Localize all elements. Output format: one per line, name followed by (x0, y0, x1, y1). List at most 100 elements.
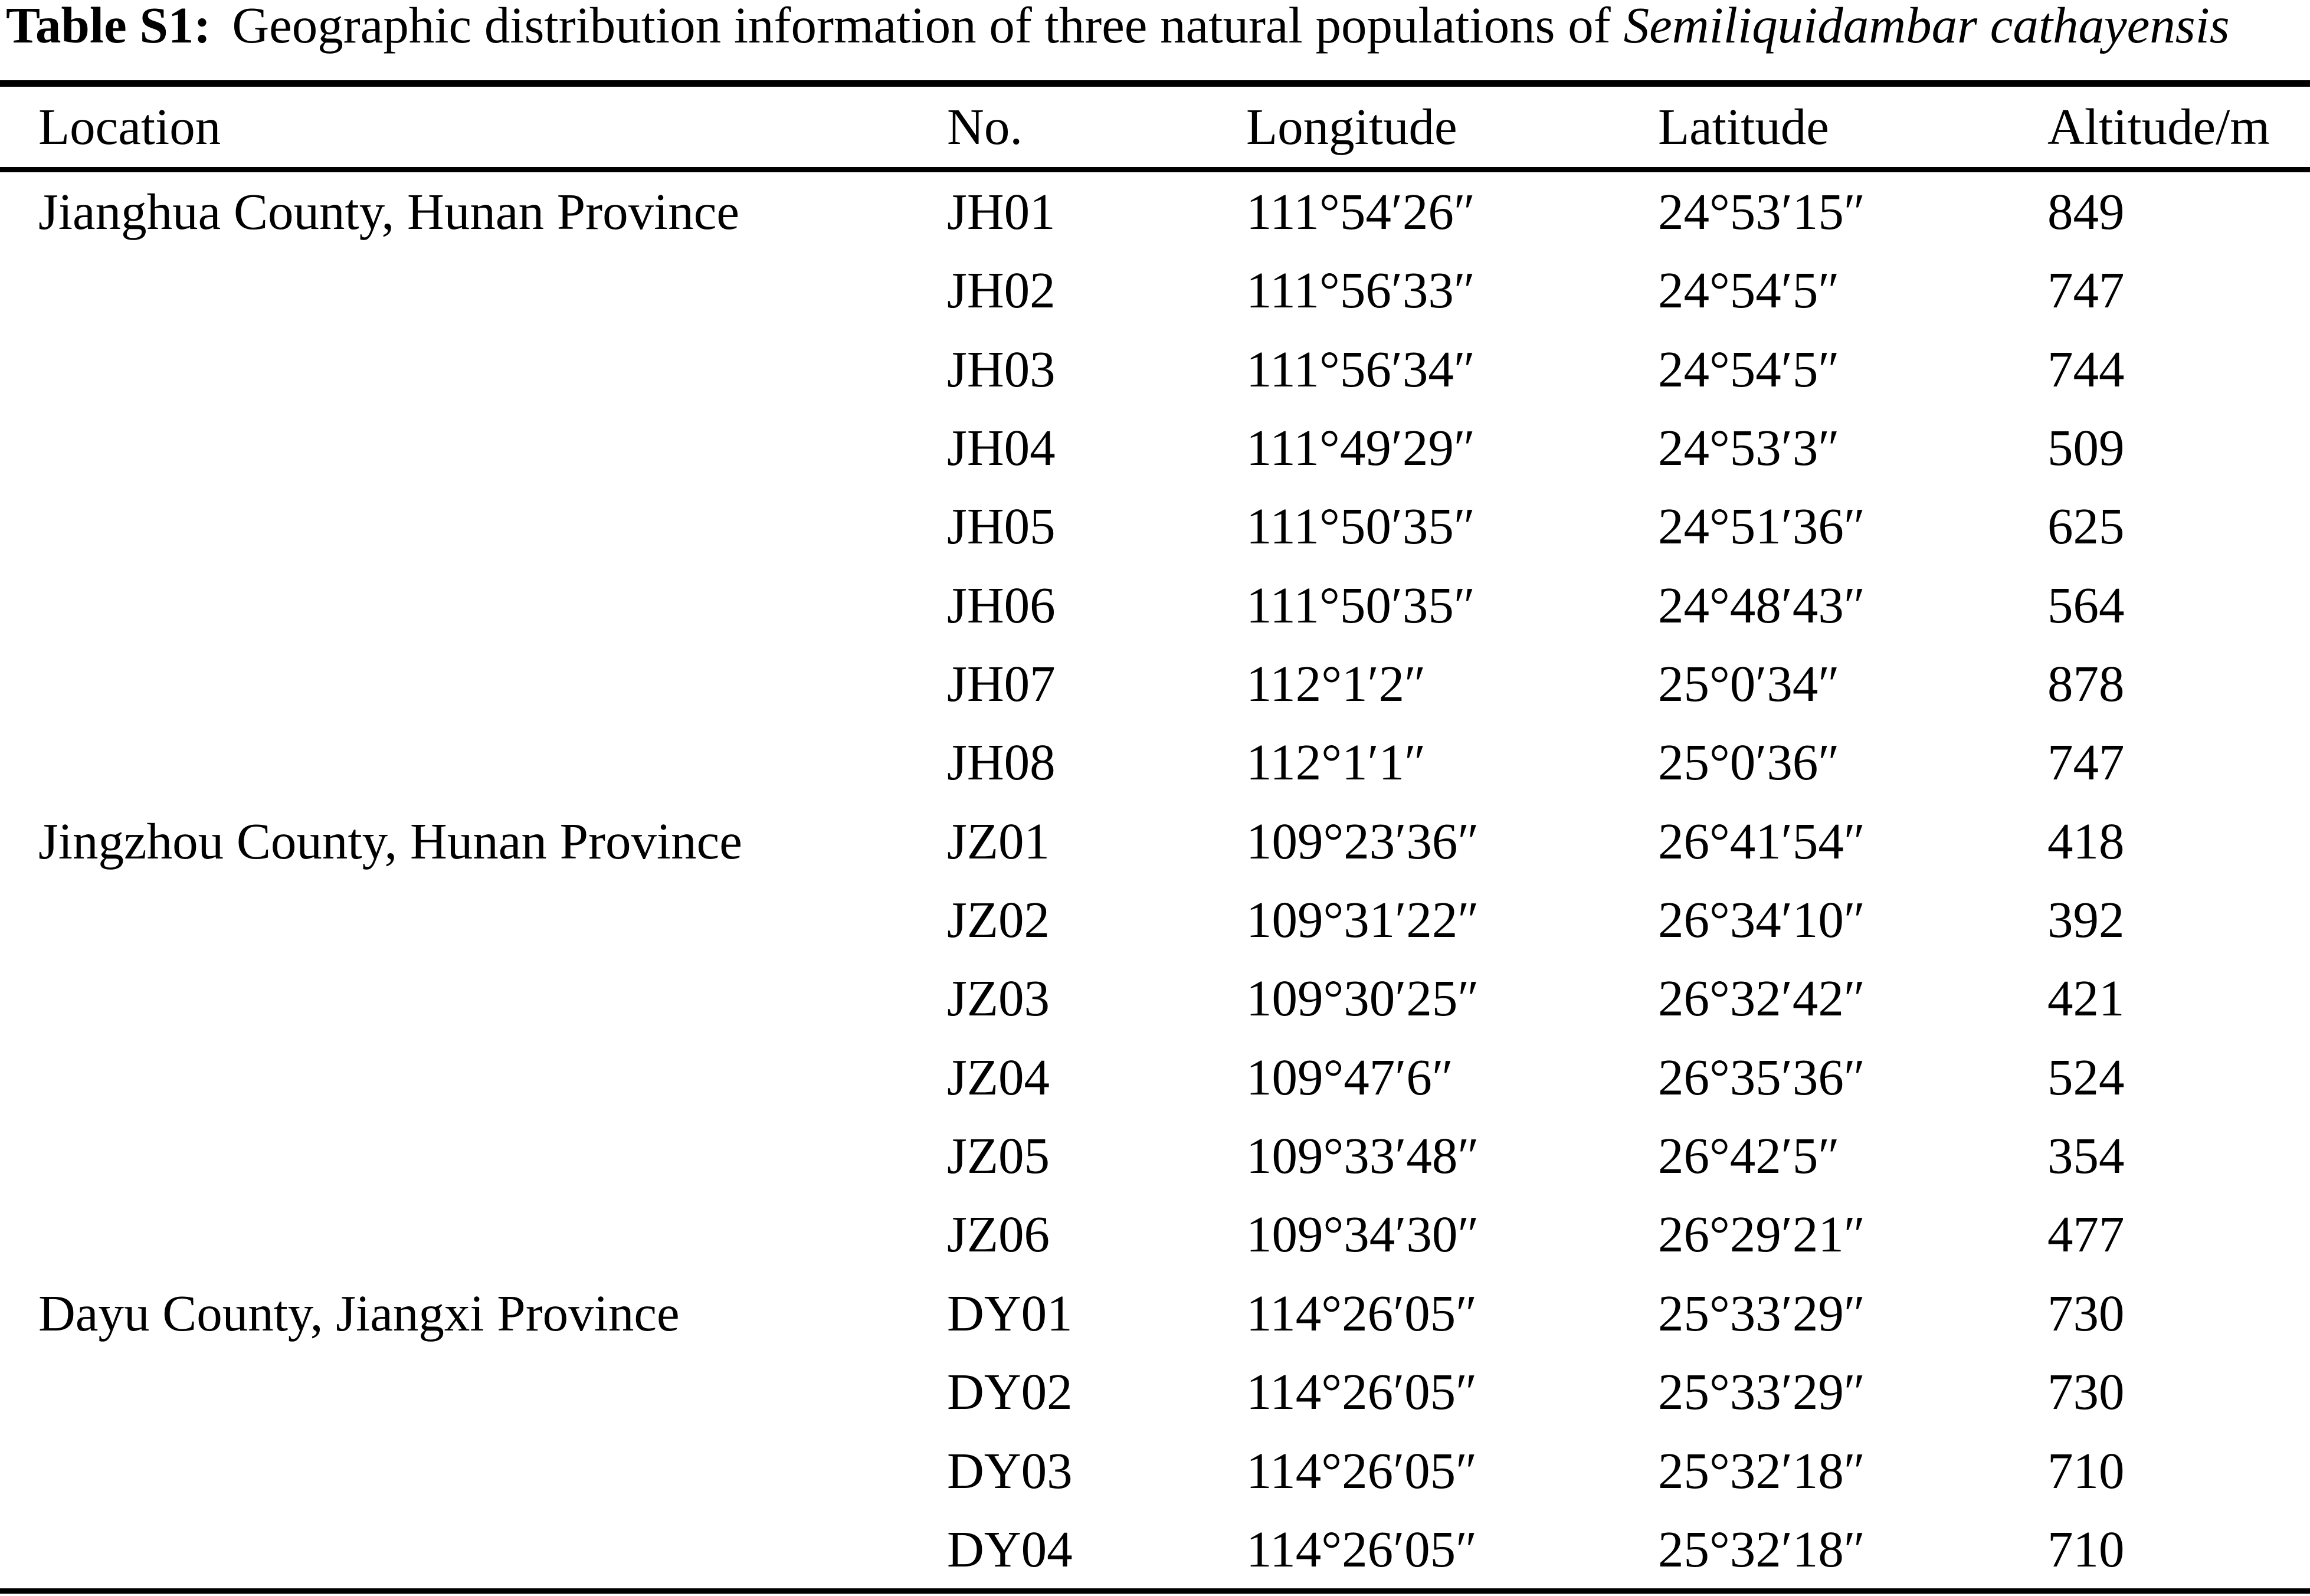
cell-location (0, 408, 947, 487)
table-caption: Table S1: Geographic distribution informa… (6, 0, 2230, 54)
cell-altitude: 747 (2047, 261, 2125, 319)
cell-latitude: 24°51′36″ (1658, 497, 1866, 555)
table-row: JZ05 109°33′48″ 26°42′5″ 354 (0, 1116, 2310, 1195)
cell-longitude: 109°23′36″ (1246, 812, 1479, 870)
table-caption-text: Geographic distribution information of t… (232, 0, 1611, 54)
cell-no: JH05 (947, 497, 1056, 555)
cell-no: JH04 (947, 419, 1056, 477)
table-caption-label: Table S1: (6, 0, 211, 54)
cell-location (0, 1116, 947, 1195)
cell-altitude: 524 (2047, 1048, 2125, 1106)
cell-longitude: 111°56′33″ (1246, 261, 1476, 319)
table-row: DY04 114°26′05″ 25°32′18″ 710 (0, 1510, 2310, 1591)
cell-latitude: 25°32′18″ (1658, 1441, 1866, 1499)
cell-altitude: 878 (2047, 655, 2125, 713)
cell-latitude: 26°41′54″ (1658, 812, 1866, 870)
cell-altitude: 477 (2047, 1205, 2125, 1263)
cell-altitude: 509 (2047, 419, 2125, 477)
cell-longitude: 111°49′29″ (1246, 419, 1476, 477)
cell-location (0, 1352, 947, 1431)
cell-location (0, 723, 947, 801)
cell-latitude: 25°32′18″ (1658, 1520, 1866, 1578)
cell-longitude: 111°56′34″ (1246, 340, 1476, 398)
cell-no: JZ04 (947, 1048, 1050, 1106)
cell-location (0, 959, 947, 1037)
cell-no: JH02 (947, 261, 1056, 319)
cell-longitude: 114°26′05″ (1246, 1363, 1477, 1421)
cell-no: JZ05 (947, 1127, 1050, 1185)
cell-location: Jingzhou County, Hunan Province (38, 812, 742, 870)
cell-longitude: 109°47′6″ (1246, 1048, 1454, 1106)
cell-no: DY01 (947, 1284, 1073, 1342)
cell-longitude: 114°26′05″ (1246, 1520, 1477, 1578)
table-row: JZ06 109°34′30″ 26°29′21″ 477 (0, 1195, 2310, 1273)
table-body: Jianghua County, Hunan Province JH01 111°5… (0, 170, 2310, 1591)
cell-location (0, 330, 947, 408)
cell-longitude: 114°26′05″ (1246, 1441, 1477, 1499)
cell-location (0, 251, 947, 329)
cell-location (0, 566, 947, 644)
cell-altitude: 564 (2047, 576, 2125, 634)
cell-altitude: 849 (2047, 183, 2125, 240)
table-row: JH07 112°1′2″ 25°0′34″ 878 (0, 644, 2310, 723)
cell-latitude: 25°0′36″ (1658, 733, 1840, 791)
cell-longitude: 114°26′05″ (1246, 1284, 1477, 1342)
cell-no: DY04 (947, 1520, 1073, 1578)
cell-latitude: 24°53′3″ (1658, 419, 1840, 477)
cell-no: DY02 (947, 1363, 1073, 1421)
column-header-latitude: Latitude (1658, 83, 2047, 172)
table-row: JH03 111°56′34″ 24°54′5″ 744 (0, 330, 2310, 408)
cell-latitude: 25°0′34″ (1658, 655, 1840, 713)
table-row: JH02 111°56′33″ 24°54′5″ 747 (0, 251, 2310, 329)
cell-latitude: 24°53′15″ (1658, 183, 1866, 240)
cell-no: JZ03 (947, 969, 1050, 1027)
cell-altitude: 744 (2047, 340, 2125, 398)
cell-altitude: 354 (2047, 1127, 2125, 1185)
cell-location (0, 1038, 947, 1116)
table-row: JZ02 109°31′22″ 26°34′10″ 392 (0, 880, 2310, 959)
cell-longitude: 109°31′22″ (1246, 891, 1479, 949)
cell-longitude: 111°50′35″ (1246, 576, 1476, 634)
cell-latitude: 25°33′29″ (1658, 1363, 1866, 1421)
cell-latitude: 26°35′36″ (1658, 1048, 1866, 1106)
table-row: JZ04 109°47′6″ 26°35′36″ 524 (0, 1038, 2310, 1116)
cell-altitude: 710 (2047, 1441, 2125, 1499)
table-row: JH05 111°50′35″ 24°51′36″ 625 (0, 487, 2310, 565)
cell-no: JH01 (947, 183, 1056, 240)
species-name: Semiliquidambar cathayensis (1623, 0, 2230, 54)
cell-latitude: 24°48′43″ (1658, 576, 1866, 634)
cell-location (0, 1510, 947, 1591)
cell-no: JZ01 (947, 812, 1050, 870)
cell-longitude: 109°33′48″ (1246, 1127, 1479, 1185)
cell-no: JZ02 (947, 891, 1050, 949)
column-header-location: Location (0, 83, 947, 172)
cell-no: JH03 (947, 340, 1056, 398)
cell-no: DY03 (947, 1441, 1073, 1499)
cell-latitude: 24°54′5″ (1658, 340, 1840, 398)
cell-longitude: 109°30′25″ (1246, 969, 1479, 1027)
cell-latitude: 24°54′5″ (1658, 261, 1840, 319)
cell-no: JZ06 (947, 1205, 1050, 1263)
cell-latitude: 26°42′5″ (1658, 1127, 1840, 1185)
cell-altitude: 418 (2047, 812, 2125, 870)
cell-location (0, 644, 947, 723)
cell-altitude: 730 (2047, 1363, 2125, 1421)
table-row: JH06 111°50′35″ 24°48′43″ 564 (0, 566, 2310, 644)
cell-altitude: 710 (2047, 1520, 2125, 1578)
cell-longitude: 112°1′1″ (1246, 733, 1426, 791)
cell-location: Dayu County, Jiangxi Province (38, 1284, 680, 1342)
cell-altitude: 421 (2047, 969, 2125, 1027)
cell-longitude: 111°50′35″ (1246, 497, 1476, 555)
cell-latitude: 26°29′21″ (1658, 1205, 1866, 1263)
table-row: Jianghua County, Hunan Province JH01 111°5… (0, 170, 2310, 251)
cell-longitude: 109°34′30″ (1246, 1205, 1479, 1263)
cell-no: JH08 (947, 733, 1056, 791)
table-row: JZ03 109°30′25″ 26°32′42″ 421 (0, 959, 2310, 1037)
cell-longitude: 112°1′2″ (1246, 655, 1426, 713)
table-row: DY03 114°26′05″ 25°32′18″ 710 (0, 1431, 2310, 1510)
table-row: Dayu County, Jiangxi Province DY01 114°26′… (0, 1274, 2310, 1352)
table-row: DY02 114°26′05″ 25°33′29″ 730 (0, 1352, 2310, 1431)
cell-location (0, 880, 947, 959)
cell-altitude: 625 (2047, 497, 2125, 555)
cell-latitude: 26°34′10″ (1658, 891, 1866, 949)
